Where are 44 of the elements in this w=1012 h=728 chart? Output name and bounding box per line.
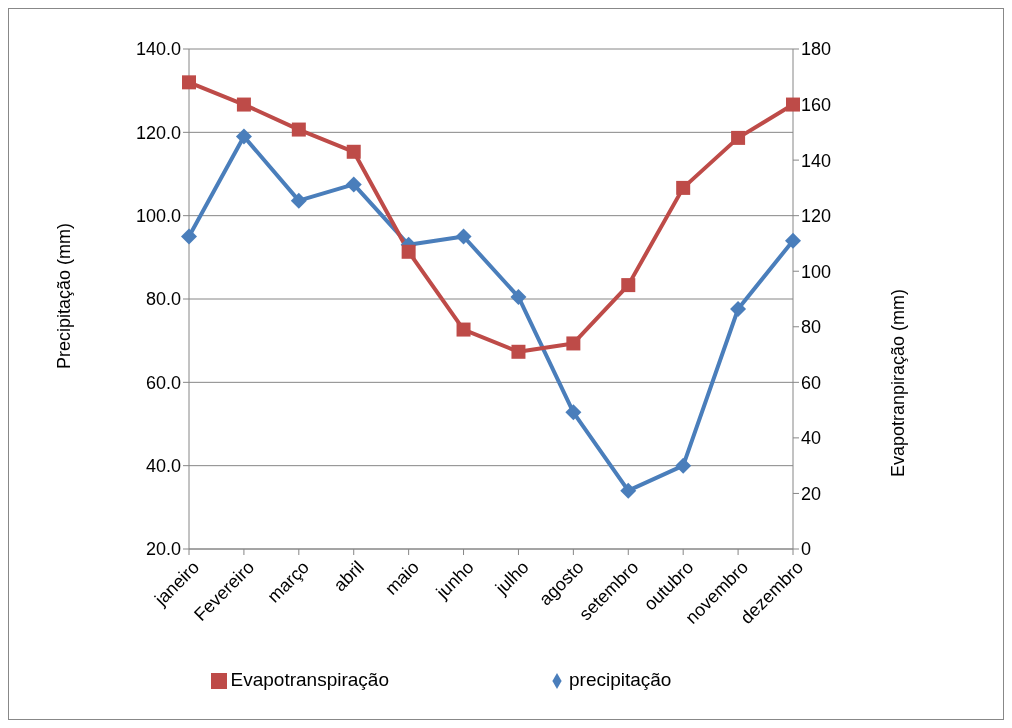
point: [236, 97, 251, 112]
y2-tick-label: 20: [801, 483, 822, 504]
point: [182, 75, 196, 90]
y2-tick-label: 140: [801, 150, 832, 171]
point: [731, 130, 746, 145]
y-axis-title: Precipitação (mm): [54, 222, 75, 369]
point: [565, 404, 582, 421]
point: [345, 176, 362, 193]
legend-label: precipitação: [568, 669, 672, 690]
point: [181, 228, 197, 245]
y2-tick-label: 0: [801, 539, 812, 560]
y2-tick-label: 100: [801, 261, 832, 282]
point: [675, 457, 692, 474]
y-tick-label: 60.0: [145, 372, 181, 393]
point: [346, 144, 361, 159]
point: [291, 122, 306, 137]
y2-tick-label: 180: [801, 39, 832, 60]
point: [785, 232, 801, 249]
point: [401, 244, 416, 259]
y2-axis-title: Evapotranpiração (mm): [888, 289, 909, 478]
point: [510, 288, 527, 305]
point: [511, 344, 526, 359]
y2-tick-label: 40: [801, 428, 822, 449]
point: [676, 180, 691, 195]
y-tick-label: 80.0: [145, 289, 181, 310]
y2-tick-label: 120: [801, 206, 832, 227]
y-tick-label: 20.0: [145, 539, 181, 560]
y2-tick-label: 160: [801, 94, 832, 115]
y-tick-label: 100.0: [135, 206, 181, 227]
point: [730, 301, 747, 317]
point: [620, 482, 637, 499]
point: [290, 192, 307, 209]
y2-tick-label: 80: [801, 317, 822, 338]
y-tick-label: 40.0: [145, 456, 181, 477]
point: [456, 322, 471, 337]
point: [566, 336, 581, 351]
y2-tick-label: 60: [801, 372, 822, 393]
point: [786, 97, 800, 112]
point: [235, 128, 252, 145]
y-tick-label: 140.0: [135, 39, 181, 60]
y-tick-label: 120.0: [135, 122, 181, 143]
legend-label: Evapotranspiração: [230, 669, 389, 690]
point: [621, 278, 636, 293]
point: [455, 228, 472, 245]
